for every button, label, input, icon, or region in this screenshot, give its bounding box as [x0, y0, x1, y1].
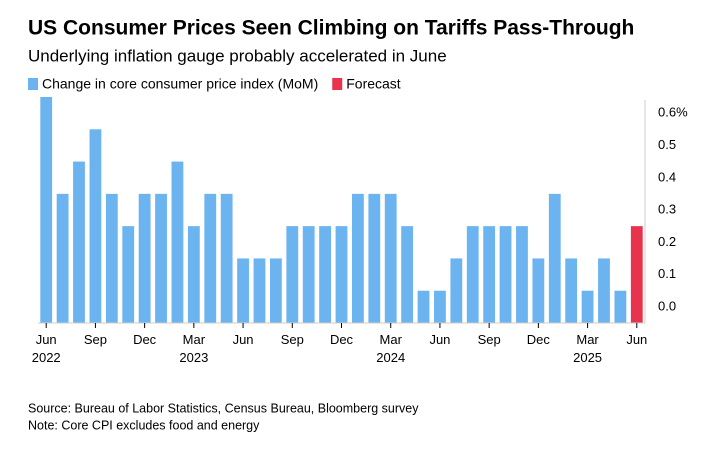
chart-subtitle: Underlying inflation gauge probably acce… — [28, 46, 447, 65]
x-tick-label: Sep — [84, 332, 107, 347]
bar — [450, 258, 463, 323]
bar — [253, 258, 266, 323]
x-tick-label: Jun 2022 — [32, 332, 61, 365]
y-tick-label: 0.0 — [658, 298, 676, 313]
x-tick-label: Sep — [281, 332, 304, 347]
bar — [220, 193, 233, 323]
bar — [614, 290, 627, 323]
x-tick-label: Jun — [626, 332, 647, 347]
x-tick-label: Dec — [527, 332, 551, 347]
bar — [516, 226, 528, 323]
bar — [269, 258, 282, 323]
x-tick-label: Mar 2024 — [376, 332, 405, 365]
y-tick-label: 0.5 — [658, 137, 676, 152]
bar — [598, 258, 610, 323]
bar — [565, 258, 578, 323]
x-tick-label: Mar 2023 — [179, 332, 208, 365]
x-tick-label: Sep — [478, 332, 501, 347]
bar — [56, 193, 69, 323]
bar — [483, 226, 496, 323]
bar — [40, 97, 53, 323]
chart-title: US Consumer Prices Seen Climbing on Tari… — [28, 17, 634, 40]
bar — [302, 226, 315, 323]
bar — [105, 193, 118, 323]
bar — [187, 226, 200, 323]
bar — [548, 193, 561, 323]
bar — [532, 258, 545, 323]
bar — [155, 193, 167, 323]
y-tick-label: 0.6% — [658, 105, 688, 120]
x-tick-label: Dec — [133, 332, 157, 347]
bar — [73, 161, 85, 323]
bar — [89, 129, 102, 323]
footnote: Note: Core CPI excludes food and energy — [28, 418, 260, 432]
bar — [351, 193, 364, 323]
x-tick-label: Dec — [330, 332, 354, 347]
bar — [630, 226, 643, 323]
bar — [138, 193, 151, 323]
source-note: Source: Bureau of Labor Statistics, Cens… — [28, 401, 419, 415]
y-tick-label: 0.2 — [658, 234, 676, 249]
bar — [581, 290, 594, 323]
bar — [368, 193, 381, 323]
bar — [319, 226, 332, 323]
bar — [466, 226, 479, 323]
bar — [171, 161, 184, 323]
bar — [499, 226, 512, 323]
legend-label: Forecast — [346, 76, 401, 92]
y-tick-label: 0.1 — [658, 266, 676, 281]
bar — [237, 258, 249, 323]
legend-label: Change in core consumer price index (MoM… — [42, 76, 318, 92]
bar — [204, 193, 217, 323]
bar — [384, 193, 397, 323]
x-tick-label: Jun — [233, 332, 254, 347]
y-tick-label: 0.4 — [658, 169, 676, 184]
bar — [122, 226, 135, 323]
y-tick-label: 0.3 — [658, 202, 676, 217]
bar — [417, 290, 430, 323]
bar — [401, 226, 414, 323]
legend-swatch — [28, 78, 38, 90]
bar — [434, 290, 446, 323]
legend-swatch — [332, 78, 343, 90]
x-tick-label: Jun — [429, 332, 450, 347]
x-tick-label: Mar 2025 — [573, 332, 602, 365]
bar — [335, 226, 348, 323]
bar — [286, 226, 299, 323]
